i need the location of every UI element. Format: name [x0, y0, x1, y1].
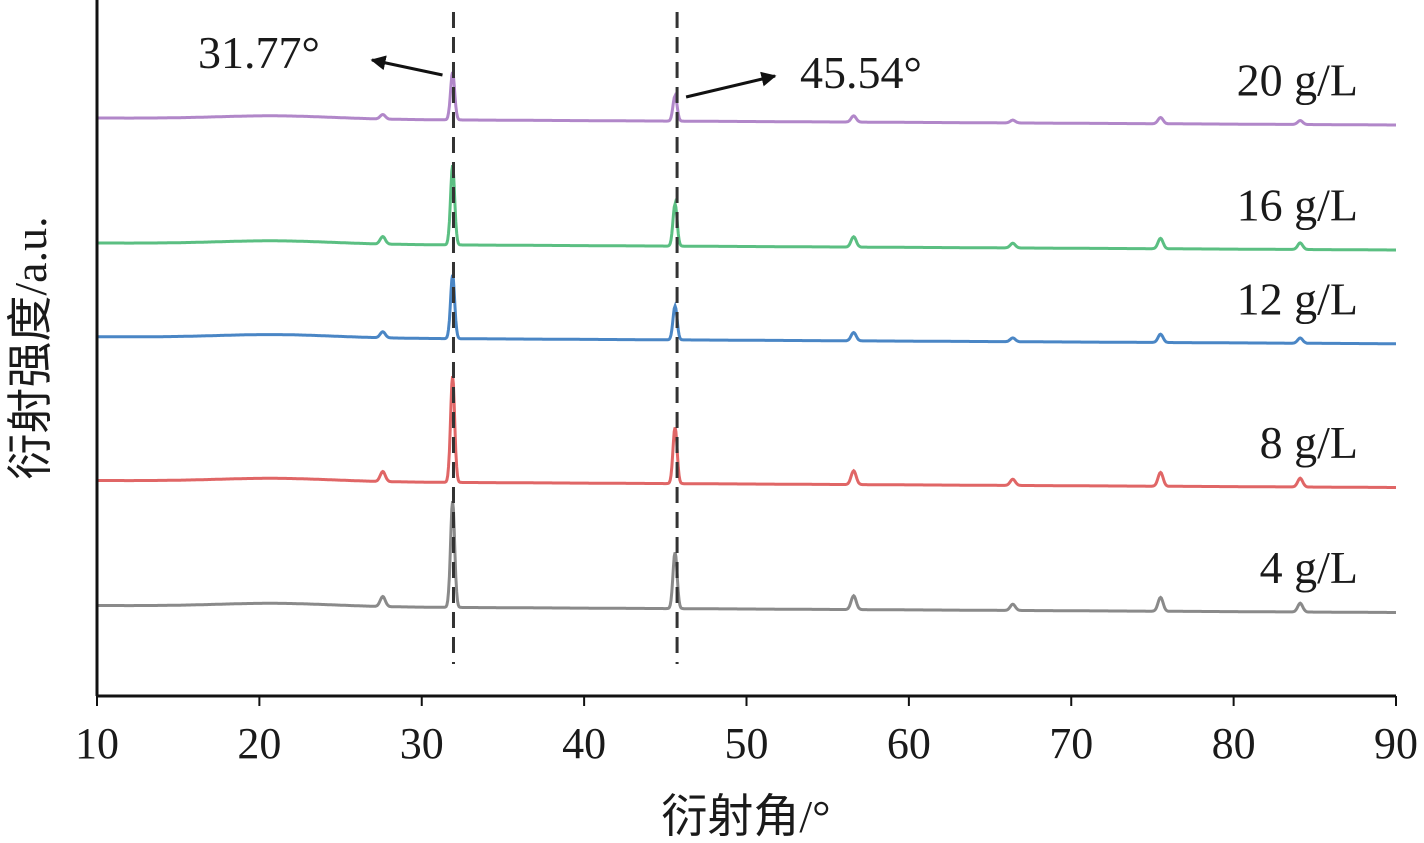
series-line: [97, 71, 1396, 127]
x-tick-label: 90: [1374, 719, 1418, 768]
series-label: 8 g/L: [1260, 417, 1358, 468]
x-tick-label: 10: [75, 719, 119, 768]
y-axis-label: 衍射强度/a.u.: [5, 216, 56, 479]
x-tick-label: 80: [1212, 719, 1256, 768]
x-axis-label: 衍射角/°: [661, 791, 830, 842]
peak-annotation-label: 45.54°: [800, 47, 922, 98]
reference-lines: [451, 12, 679, 664]
series-label: 12 g/L: [1237, 273, 1358, 324]
curves-group: [97, 71, 1396, 614]
series-line: [97, 164, 1396, 252]
annotation-arrow: [685, 71, 777, 99]
x-tick-label: 40: [562, 719, 606, 768]
x-tick-label: 60: [887, 719, 931, 768]
x-tick-label: 20: [237, 719, 281, 768]
annotations: 31.77° 45.54°: [198, 27, 922, 99]
series-label: 4 g/L: [1260, 542, 1358, 593]
series-line: [97, 500, 1396, 614]
peak-annotation-label: 31.77°: [198, 27, 320, 78]
series-label: 16 g/L: [1237, 180, 1358, 231]
series-labels: 4 g/L 8 g/L 12 g/L 16 g/L 20 g/L: [1237, 55, 1358, 594]
x-tick-label: 70: [1049, 719, 1093, 768]
annotation-arrow: [370, 55, 443, 77]
x-tick-label: 30: [400, 719, 444, 768]
x-ticks: 10 20 30 40 50 60 70 80 90: [75, 696, 1418, 768]
axes: [95, 0, 1396, 698]
series-line: [97, 375, 1396, 489]
series-line: [97, 274, 1396, 346]
series-label: 20 g/L: [1237, 55, 1358, 106]
x-tick-label: 50: [725, 719, 769, 768]
